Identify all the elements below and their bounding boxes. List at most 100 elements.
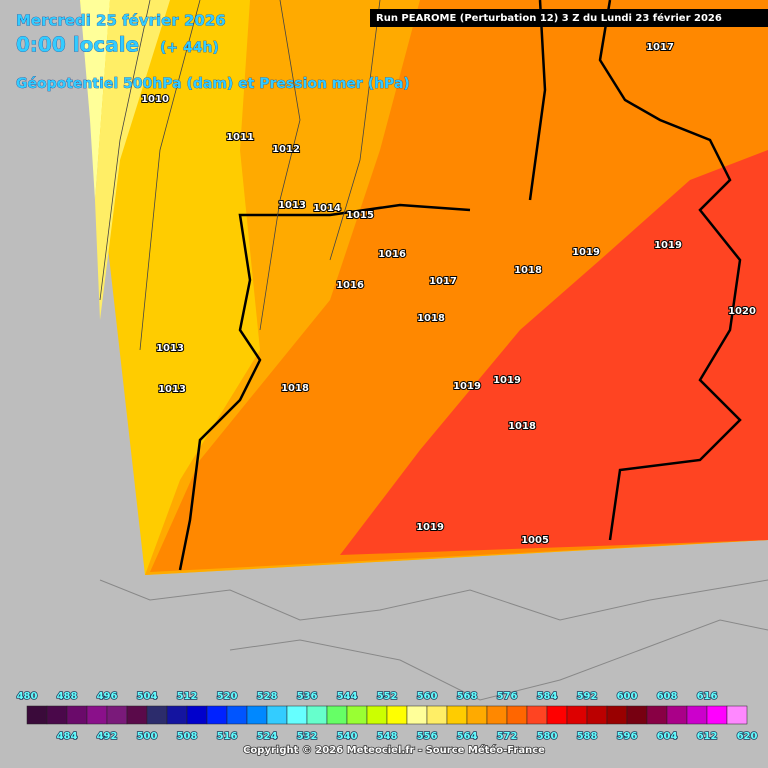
legend-swatch [606, 705, 628, 725]
legend-swatch [46, 705, 68, 725]
legend-label: 572 [497, 731, 518, 742]
borders [178, 0, 742, 571]
legend-label: 568 [457, 691, 478, 702]
legend-label: 592 [577, 691, 598, 702]
legend-label: 620 [737, 731, 758, 742]
legend-swatch [486, 705, 508, 725]
legend-label: 528 [257, 691, 278, 702]
legend-swatch [166, 705, 188, 725]
legend-swatch [386, 705, 408, 725]
legend-label: 580 [537, 731, 558, 742]
legend-swatch [446, 705, 468, 725]
legend-swatch [366, 705, 388, 725]
legend-label: 616 [697, 691, 718, 702]
legend-label: 556 [417, 731, 438, 742]
isobar-label: 1015 [346, 210, 374, 221]
legend-swatch [706, 705, 728, 725]
legend-label: 516 [217, 731, 238, 742]
legend-swatch [566, 705, 588, 725]
legend-swatch [526, 705, 548, 725]
legend-swatch [186, 705, 208, 725]
legend-label: 540 [337, 731, 358, 742]
date: Mercredi 25 février 2026 [16, 12, 226, 30]
legend-swatch [406, 705, 428, 725]
field [80, 0, 768, 575]
isobar-label: 1013 [158, 384, 186, 395]
isobar-label: 1019 [572, 247, 600, 258]
legend-swatch [226, 705, 248, 725]
isobar-label: 1018 [281, 383, 309, 394]
legend-swatch [346, 705, 368, 725]
legend-swatch [106, 705, 128, 725]
legend-label: 484 [57, 731, 78, 742]
legend-label: 480 [17, 691, 38, 702]
legend-swatch [686, 705, 708, 725]
isobar-label: 1012 [272, 144, 300, 155]
legend-swatch [26, 705, 48, 725]
legend-label: 600 [617, 691, 638, 702]
legend-label: 500 [137, 731, 158, 742]
legend-swatch [126, 705, 148, 725]
isobar-label: 1016 [336, 280, 364, 291]
legend-label: 532 [297, 731, 318, 742]
legend-swatch [726, 705, 748, 725]
time: 0:00 locale [16, 33, 139, 57]
legend-label: 588 [577, 731, 598, 742]
legend-label: 564 [457, 731, 478, 742]
legend-label: 584 [537, 691, 558, 702]
legend-label: 512 [177, 691, 198, 702]
legend-label: 576 [497, 691, 518, 702]
isobar-label: 1013 [278, 200, 306, 211]
isobar-label: 1014 [313, 203, 341, 214]
isobar-label: 1017 [646, 42, 674, 53]
legend-label: 560 [417, 691, 438, 702]
legend-swatch [586, 705, 608, 725]
legend-swatch [286, 705, 308, 725]
isobar-label: 1013 [156, 343, 184, 354]
land-outline [99, 579, 768, 701]
legend-swatch [646, 705, 668, 725]
legend-swatch [246, 705, 268, 725]
legend-label: 604 [657, 731, 678, 742]
legend-swatch [86, 705, 108, 725]
legend-label: 536 [297, 691, 318, 702]
legend-swatch [546, 705, 568, 725]
copyright: Copyright © 2026 Meteociel.fr - Source M… [243, 744, 545, 756]
run-box [370, 9, 768, 27]
legend-swatch [626, 705, 648, 725]
legend-swatch [146, 705, 168, 725]
legend-label: 548 [377, 731, 398, 742]
isobar-label: 1005 [521, 535, 549, 546]
isobar-label: 1018 [514, 265, 542, 276]
legend-label: 608 [657, 691, 678, 702]
isobars [99, 0, 381, 351]
field-title: Géopotentiel 500hPa (dam) et Pression me… [16, 76, 410, 92]
legend-swatch [426, 705, 448, 725]
isobar-label: 1019 [654, 240, 682, 251]
legend-label: 544 [337, 691, 358, 702]
isobar-label: 1018 [508, 421, 536, 432]
legend-swatch [466, 705, 488, 725]
legend-swatch [66, 705, 88, 725]
isobar-label: 1018 [417, 313, 445, 324]
legend-swatch [506, 705, 528, 725]
isobar-label: 1019 [453, 381, 481, 392]
legend-label: 508 [177, 731, 198, 742]
legend-label: 524 [257, 731, 278, 742]
isobar-label: 1011 [226, 132, 254, 143]
legend-swatch [666, 705, 688, 725]
legend-label: 520 [217, 691, 238, 702]
isobar-label: 1020 [728, 306, 756, 317]
legend-swatch [326, 705, 348, 725]
legend-swatch [266, 705, 288, 725]
legend-label: 552 [377, 691, 398, 702]
legend-label: 488 [57, 691, 78, 702]
isobar-label: 1016 [378, 249, 406, 260]
legend-label: 504 [137, 691, 158, 702]
lead: (+ 44h) [160, 40, 219, 56]
legend-label: 596 [617, 731, 638, 742]
legend-label: 612 [697, 731, 718, 742]
legend-swatch [306, 705, 328, 725]
